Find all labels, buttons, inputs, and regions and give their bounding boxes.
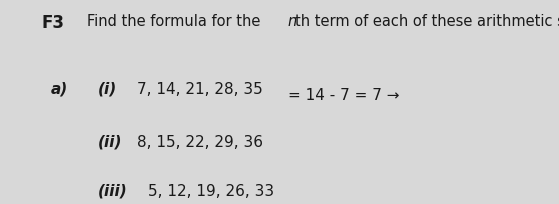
Text: 8, 15, 22, 29, 36: 8, 15, 22, 29, 36 xyxy=(137,135,263,150)
Text: = 14 - 7 = 7 →: = 14 - 7 = 7 → xyxy=(288,88,399,103)
Text: F3: F3 xyxy=(42,14,65,32)
Text: (iii): (iii) xyxy=(98,184,127,199)
Text: 5, 12, 19, 26, 33: 5, 12, 19, 26, 33 xyxy=(148,184,274,199)
Text: a): a) xyxy=(50,82,68,97)
Text: 7, 14, 21, 28, 35: 7, 14, 21, 28, 35 xyxy=(137,82,263,97)
Text: th term of each of these arithmetic sequenc: th term of each of these arithmetic sequ… xyxy=(295,14,559,29)
Text: n: n xyxy=(287,14,296,29)
Text: (i): (i) xyxy=(98,82,117,97)
Text: Find the formula for the: Find the formula for the xyxy=(87,14,264,29)
Text: (ii): (ii) xyxy=(98,135,122,150)
